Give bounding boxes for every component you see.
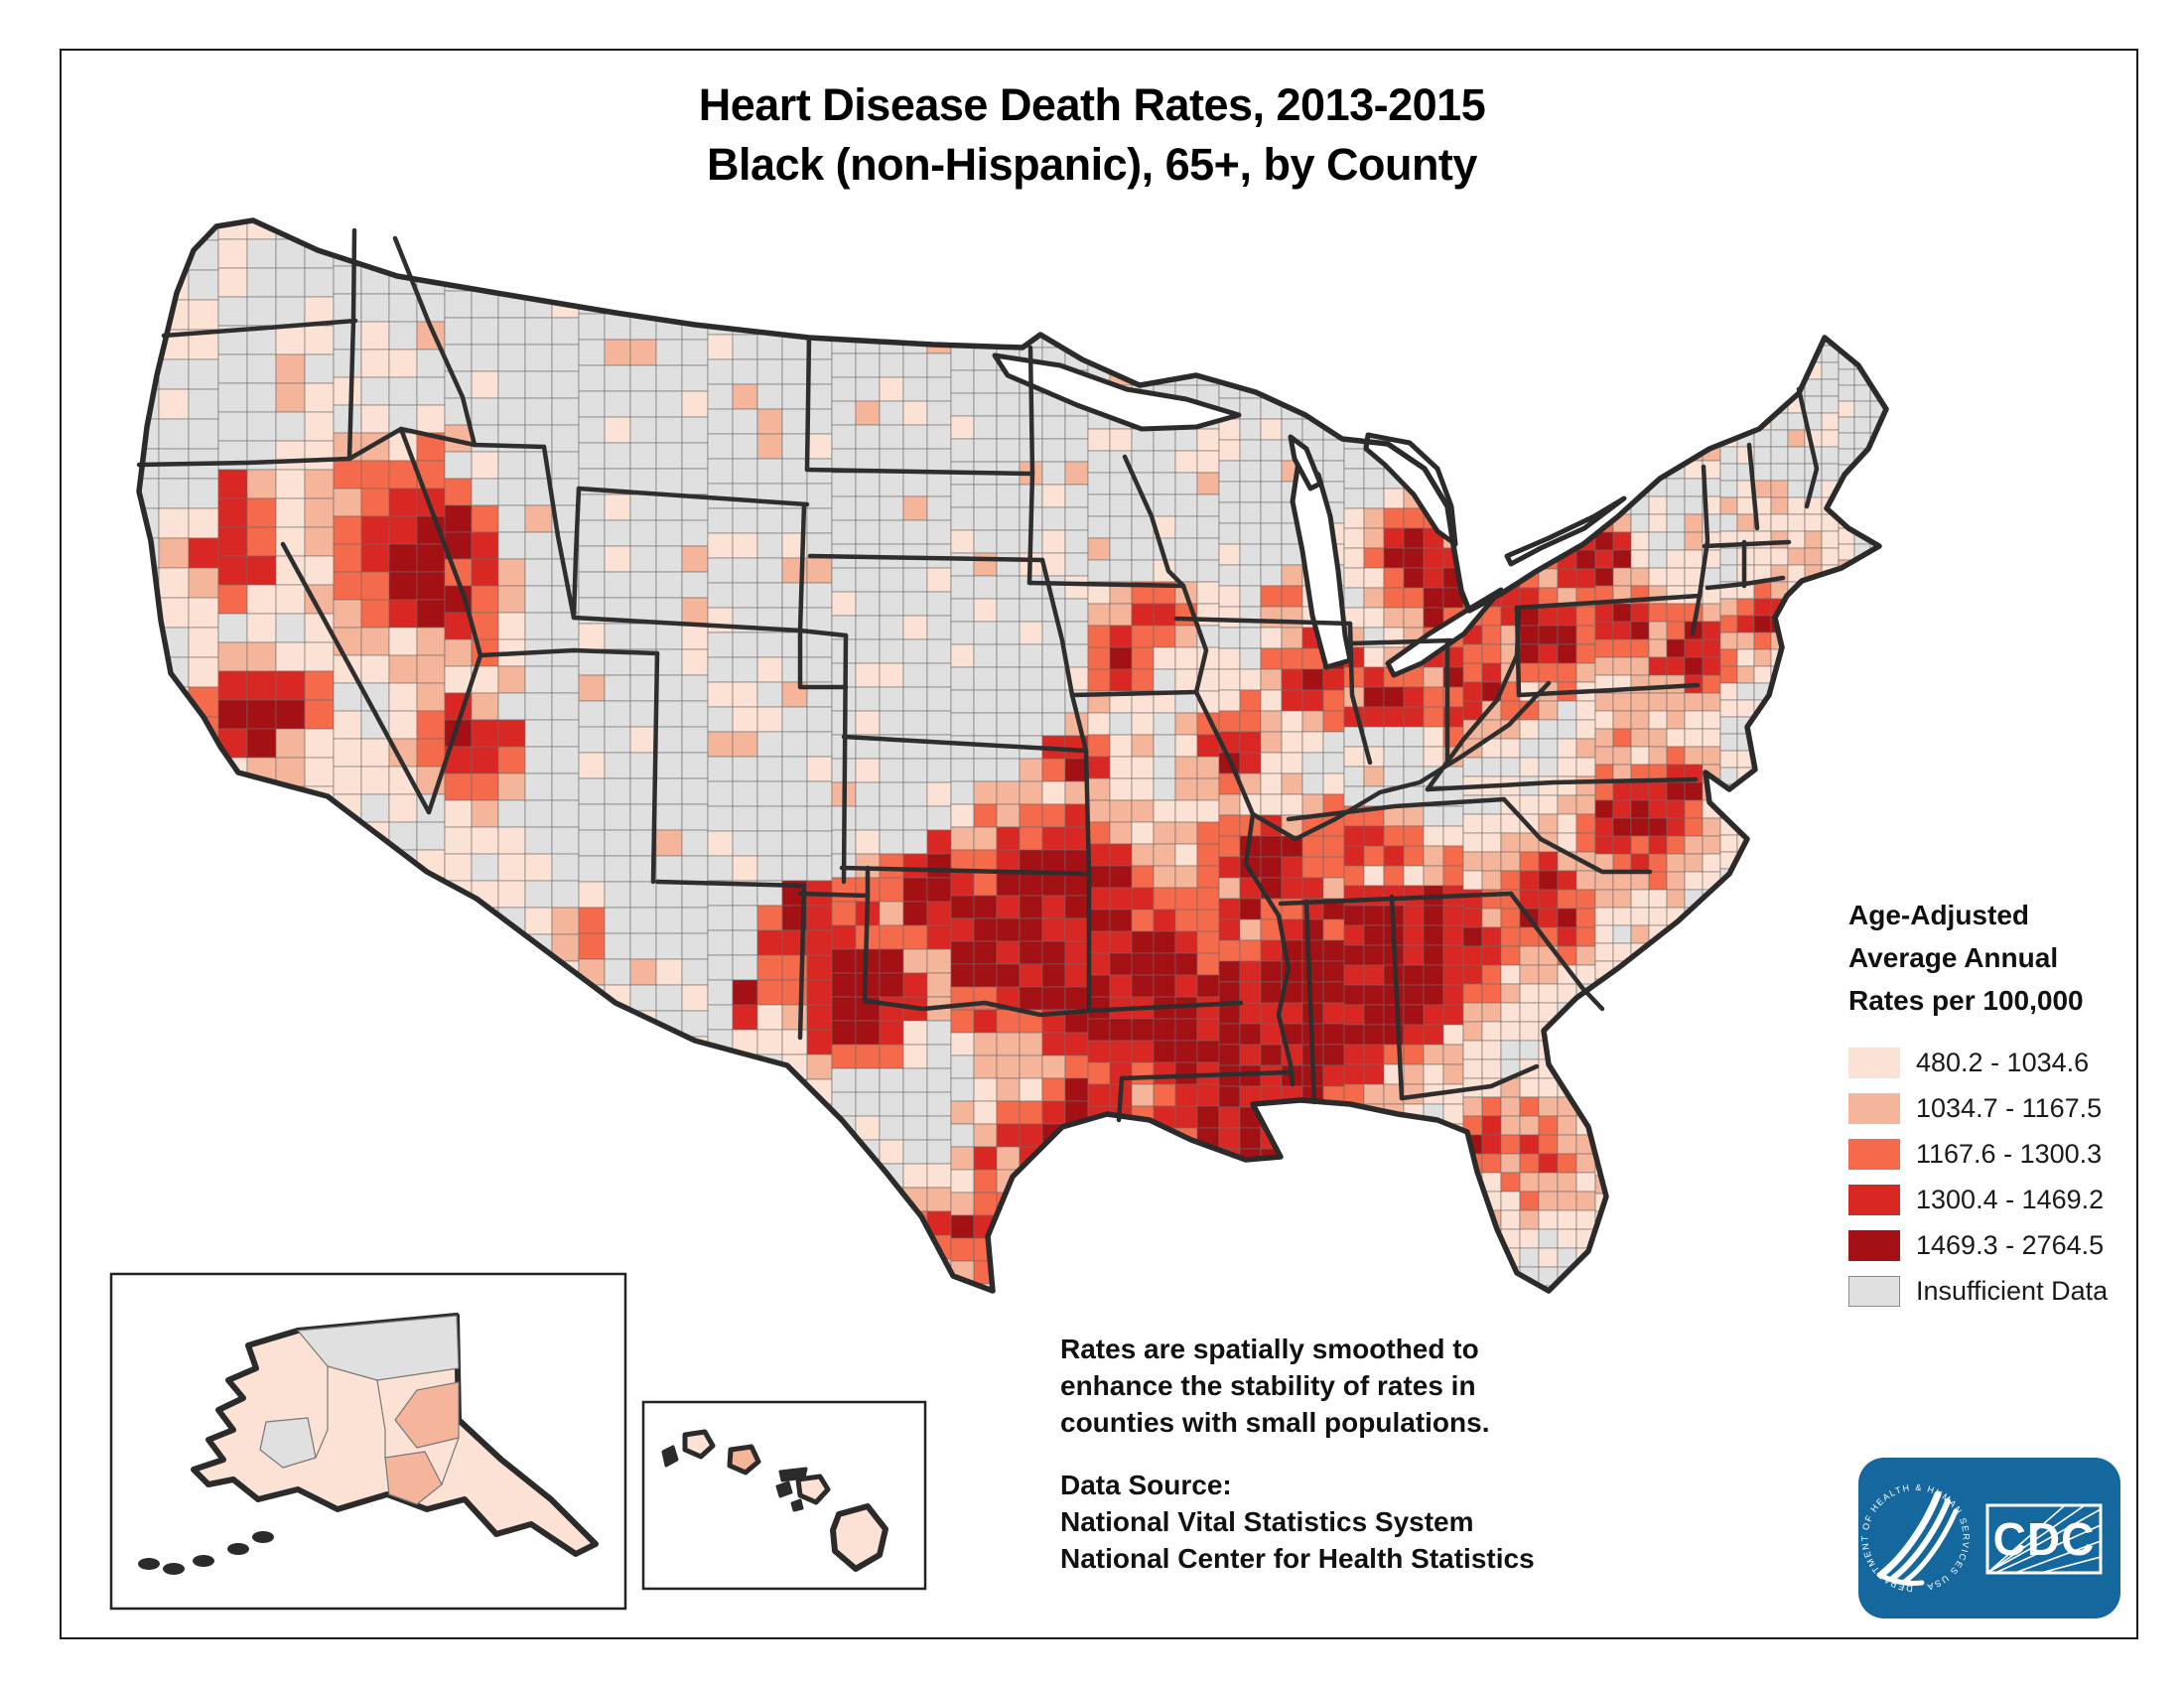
legend-row: Insufficient Data — [1848, 1268, 2136, 1314]
legend-swatch-class5 — [1848, 1229, 1900, 1261]
data-source-2: National Center for Health Statistics — [1060, 1543, 1535, 1574]
cdc-logo: DEPARTMENT OF HEALTH & HUMAN SERVICES US… — [1858, 1458, 2120, 1618]
legend-row: 1034.7 - 1167.5 — [1848, 1085, 2136, 1131]
map-title-line2: Black (non-Hispanic), 65+, by County — [707, 139, 1477, 190]
cdc-rays — [1987, 1505, 2101, 1573]
legend-row: 1167.6 - 1300.3 — [1848, 1131, 2136, 1177]
map-legend: Age-Adjusted Average Annual Rates per 10… — [1848, 894, 2136, 1314]
legend-swatch-class4 — [1848, 1184, 1900, 1215]
legend-row: 480.2 - 1034.6 — [1848, 1040, 2136, 1085]
map-title-line1: Heart Disease Death Rates, 2013-2015 — [698, 79, 1486, 130]
hawaii-islands — [661, 1429, 888, 1572]
hawaii-inset — [641, 1400, 927, 1591]
data-source-1: National Vital Statistics System — [1060, 1506, 1474, 1537]
us-outline — [136, 217, 1889, 1294]
legend-title: Age-Adjusted Average Annual Rates per 10… — [1848, 900, 2084, 1016]
legend-row: 1469.3 - 2764.5 — [1848, 1222, 2136, 1268]
cdc-acronym: CDC — [1993, 1513, 2096, 1565]
alaska-inset — [109, 1272, 627, 1611]
legend-swatch-class3 — [1848, 1138, 1900, 1170]
great-lakes — [992, 352, 1627, 678]
legend-rows: 480.2 - 1034.6 1034.7 - 1167.5 1167.6 - … — [1848, 1040, 2136, 1314]
legend-swatch-class1 — [1848, 1047, 1900, 1078]
map-notes: Rates are spatially smoothed to enhance … — [1060, 1331, 1557, 1577]
alaska-shape — [138, 1313, 599, 1575]
page-border — [60, 49, 2138, 1639]
map-title: Heart Disease Death Rates, 2013-2015 Bla… — [0, 75, 2184, 195]
legend-swatch-class2 — [1848, 1092, 1900, 1124]
smoothing-note: Rates are spatially smoothed to enhance … — [1060, 1334, 1490, 1438]
legend-swatch-insufficient — [1848, 1275, 1900, 1307]
legend-row: 1300.4 - 1469.2 — [1848, 1177, 2136, 1222]
state-borders — [136, 227, 1820, 1123]
hhs-eagle-icon — [1876, 1490, 1959, 1586]
data-source-label: Data Source: — [1060, 1470, 1232, 1500]
